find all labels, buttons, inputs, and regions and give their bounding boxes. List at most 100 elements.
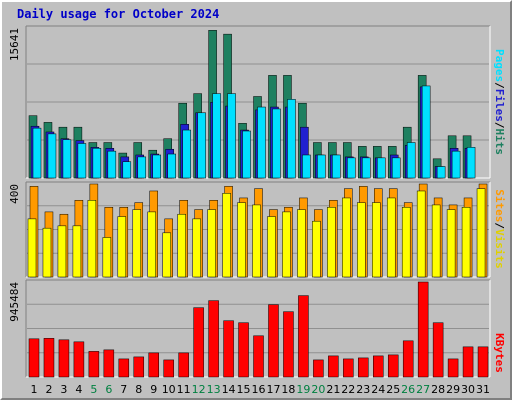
day-label: 25 bbox=[386, 383, 400, 396]
pages-bar bbox=[32, 127, 42, 179]
chart-title: Daily usage for October 2024 bbox=[17, 7, 220, 21]
pages-bar bbox=[406, 142, 416, 179]
pages-bar bbox=[77, 143, 87, 179]
visits-bar bbox=[87, 200, 97, 278]
kbytes-bar bbox=[343, 358, 354, 378]
kbytes-bar bbox=[103, 349, 115, 378]
kbytes-bar bbox=[73, 341, 85, 378]
day-label: 2 bbox=[45, 383, 52, 396]
kbytes-bar bbox=[163, 359, 174, 378]
visits-legend: Sites/Visits bbox=[493, 189, 506, 269]
kbytes-bar bbox=[88, 351, 100, 378]
day-label: 30 bbox=[461, 383, 475, 396]
pages-bar bbox=[466, 147, 476, 179]
pages-bar bbox=[377, 157, 386, 179]
hits-legend-part: / bbox=[493, 122, 506, 129]
pages-bar bbox=[317, 154, 326, 179]
day-label: 8 bbox=[135, 383, 142, 396]
pages-bar bbox=[227, 93, 236, 179]
visits-bar bbox=[27, 218, 37, 278]
day-label: 3 bbox=[60, 383, 67, 396]
day-label: 18 bbox=[281, 383, 295, 396]
visits-bar bbox=[416, 190, 426, 278]
visits-bar bbox=[57, 225, 67, 278]
visits-bar bbox=[177, 213, 186, 278]
kbytes-bar bbox=[313, 359, 324, 378]
pages-bar bbox=[332, 154, 341, 179]
visits-bar bbox=[162, 232, 171, 278]
visits-bar bbox=[342, 197, 351, 278]
pages-bar bbox=[92, 148, 102, 179]
pages-bar bbox=[62, 139, 72, 179]
day-label: 17 bbox=[266, 383, 280, 396]
pages-bar bbox=[421, 85, 431, 179]
kbytes-bar bbox=[223, 320, 234, 378]
visits-bar bbox=[357, 202, 366, 278]
day-label: 29 bbox=[446, 383, 460, 396]
kbytes-bar bbox=[298, 295, 309, 378]
day-label: 10 bbox=[162, 383, 176, 396]
visits-bar bbox=[297, 209, 306, 278]
pages-bar bbox=[152, 154, 161, 179]
kbytes-bar bbox=[178, 352, 189, 378]
kbytes-bar bbox=[28, 338, 40, 378]
pages-bar bbox=[167, 153, 176, 179]
visits-bar bbox=[431, 204, 441, 278]
day-label: 6 bbox=[105, 383, 112, 396]
kbytes-bar bbox=[253, 335, 264, 378]
day-label: 22 bbox=[341, 383, 355, 396]
day-label: 28 bbox=[431, 383, 445, 396]
visits-bar bbox=[372, 202, 381, 278]
kbytes-bar bbox=[417, 281, 429, 378]
kbytes-bar bbox=[358, 357, 369, 378]
day-label: 21 bbox=[326, 383, 340, 396]
visits-bar bbox=[327, 207, 336, 278]
visits-legend-part: / bbox=[493, 222, 506, 229]
kbytes-bar bbox=[193, 307, 204, 378]
day-label: 23 bbox=[356, 383, 370, 396]
day-label: 26 bbox=[401, 383, 415, 396]
hits-legend-part: Files bbox=[493, 89, 506, 122]
kbytes-legend: KBytes bbox=[493, 333, 506, 373]
visits-bar bbox=[461, 207, 471, 278]
pages-bar bbox=[272, 108, 281, 179]
visits-bar bbox=[252, 204, 261, 278]
day-label: 5 bbox=[90, 383, 97, 396]
visits-bar bbox=[401, 207, 411, 278]
visits-bar bbox=[72, 225, 82, 278]
visits-bar bbox=[282, 211, 291, 278]
kbytes-bar bbox=[432, 322, 444, 378]
day-label: 20 bbox=[311, 383, 325, 396]
visits-bar bbox=[312, 220, 321, 278]
kbytes-bar bbox=[148, 352, 159, 378]
pages-bar bbox=[302, 154, 311, 179]
pages-bar bbox=[242, 130, 251, 179]
day-label: 12 bbox=[192, 383, 206, 396]
pages-bar bbox=[451, 150, 461, 179]
kbytes-bar bbox=[133, 356, 145, 378]
hits-legend: Pages/Files/Hits bbox=[493, 49, 506, 155]
kbytes-bar bbox=[447, 358, 459, 378]
pages-bar bbox=[347, 157, 356, 179]
kbytes-bar bbox=[477, 346, 489, 378]
kbytes-bar bbox=[387, 354, 399, 378]
hits-legend-part: Hits bbox=[493, 129, 506, 156]
day-label: 14 bbox=[222, 383, 236, 396]
pages-bar bbox=[182, 129, 191, 179]
kbytes-legend-part: KBytes bbox=[493, 333, 506, 373]
pages-bar bbox=[122, 161, 132, 179]
visits-bar bbox=[237, 202, 246, 278]
visits-bar bbox=[192, 218, 201, 278]
kbytes-panel-max-label: 945484 bbox=[8, 282, 21, 322]
hits-legend-part: / bbox=[493, 82, 506, 89]
visits-bar bbox=[42, 227, 52, 278]
kbytes-bar bbox=[402, 340, 414, 378]
day-label: 9 bbox=[150, 383, 157, 396]
kbytes-bar bbox=[268, 304, 279, 378]
visits-bar bbox=[102, 237, 112, 278]
pages-bar bbox=[212, 93, 221, 179]
visits-bar bbox=[207, 209, 216, 278]
visits-bar bbox=[476, 188, 486, 278]
pages-bar bbox=[197, 112, 206, 179]
